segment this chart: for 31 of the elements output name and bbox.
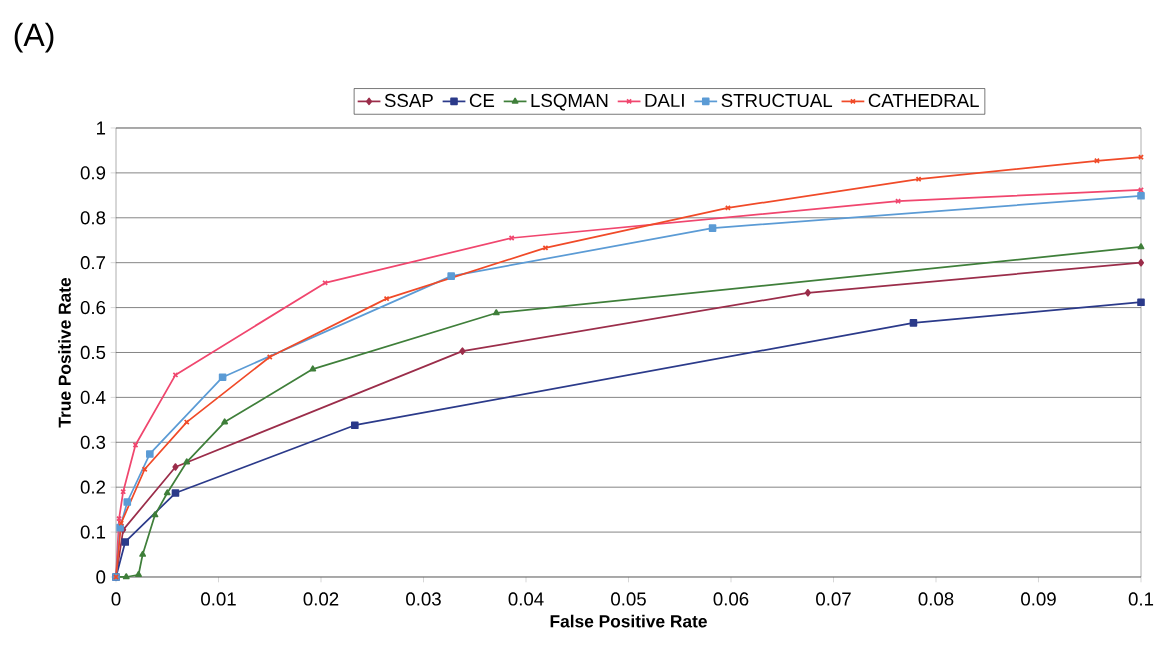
legend-label: CE [469, 93, 495, 108]
x-tick-label: 0.08 [918, 592, 954, 606]
y-tick-label: 0.6 [80, 300, 106, 315]
y-tick-label: 0.5 [80, 345, 106, 360]
y-tick-label: 0.9 [80, 166, 106, 180]
y-tick-label: 0.8 [80, 211, 106, 225]
x-tick-label: 0.05 [611, 592, 646, 606]
y-tick-label: 0.7 [80, 256, 106, 270]
x-tick-label: 0.01 [201, 592, 236, 606]
y-tick-label: 0.4 [80, 390, 106, 404]
y-tick-label: 0.1 [80, 525, 106, 539]
x-tick-label: 0.1 [1128, 592, 1154, 606]
x-tick-label: 0.07 [816, 592, 851, 606]
x-tick-label: 0.03 [406, 592, 441, 606]
x-tick-label: 0.04 [508, 592, 544, 606]
legend-label: STRUCTUAL [721, 93, 833, 108]
legend-label: DALI [645, 93, 684, 107]
y-tick-label: 0.2 [80, 480, 106, 494]
legend-label: SSAP [384, 93, 433, 108]
y-tick-label: 1 [97, 121, 106, 135]
x-tick-label: 0.06 [713, 592, 749, 606]
x-tick-label: 0.09 [1021, 592, 1056, 606]
text: (A) [14, 22, 54, 53]
x-axis-title: False Positive Rate [550, 614, 707, 628]
x-tick-label: 0.02 [303, 592, 339, 606]
y-axis-title: True Positive Rate [58, 277, 71, 428]
legend-label: LSQMAN [531, 93, 608, 111]
x-tick-label: 0 [111, 592, 121, 606]
legend-label: CATHEDRAL [868, 93, 979, 108]
y-tick-label: 0.3 [80, 435, 106, 449]
y-tick-label: 0 [96, 570, 106, 584]
